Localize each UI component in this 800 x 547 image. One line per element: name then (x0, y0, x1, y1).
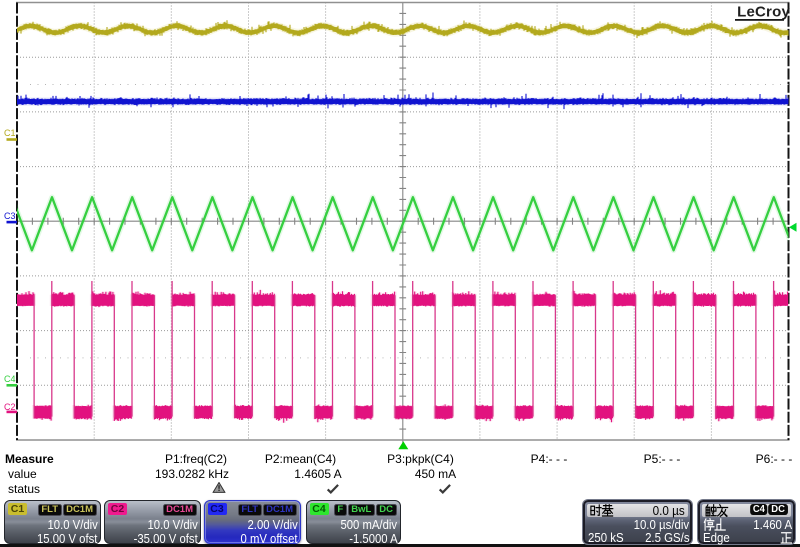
svg-text:C3: C3 (4, 211, 16, 221)
svg-text:LeCroy: LeCroy (737, 4, 790, 21)
svg-text:C1: C1 (4, 128, 16, 138)
svg-text:C4: C4 (4, 374, 16, 384)
svg-text:C2: C2 (4, 402, 16, 412)
